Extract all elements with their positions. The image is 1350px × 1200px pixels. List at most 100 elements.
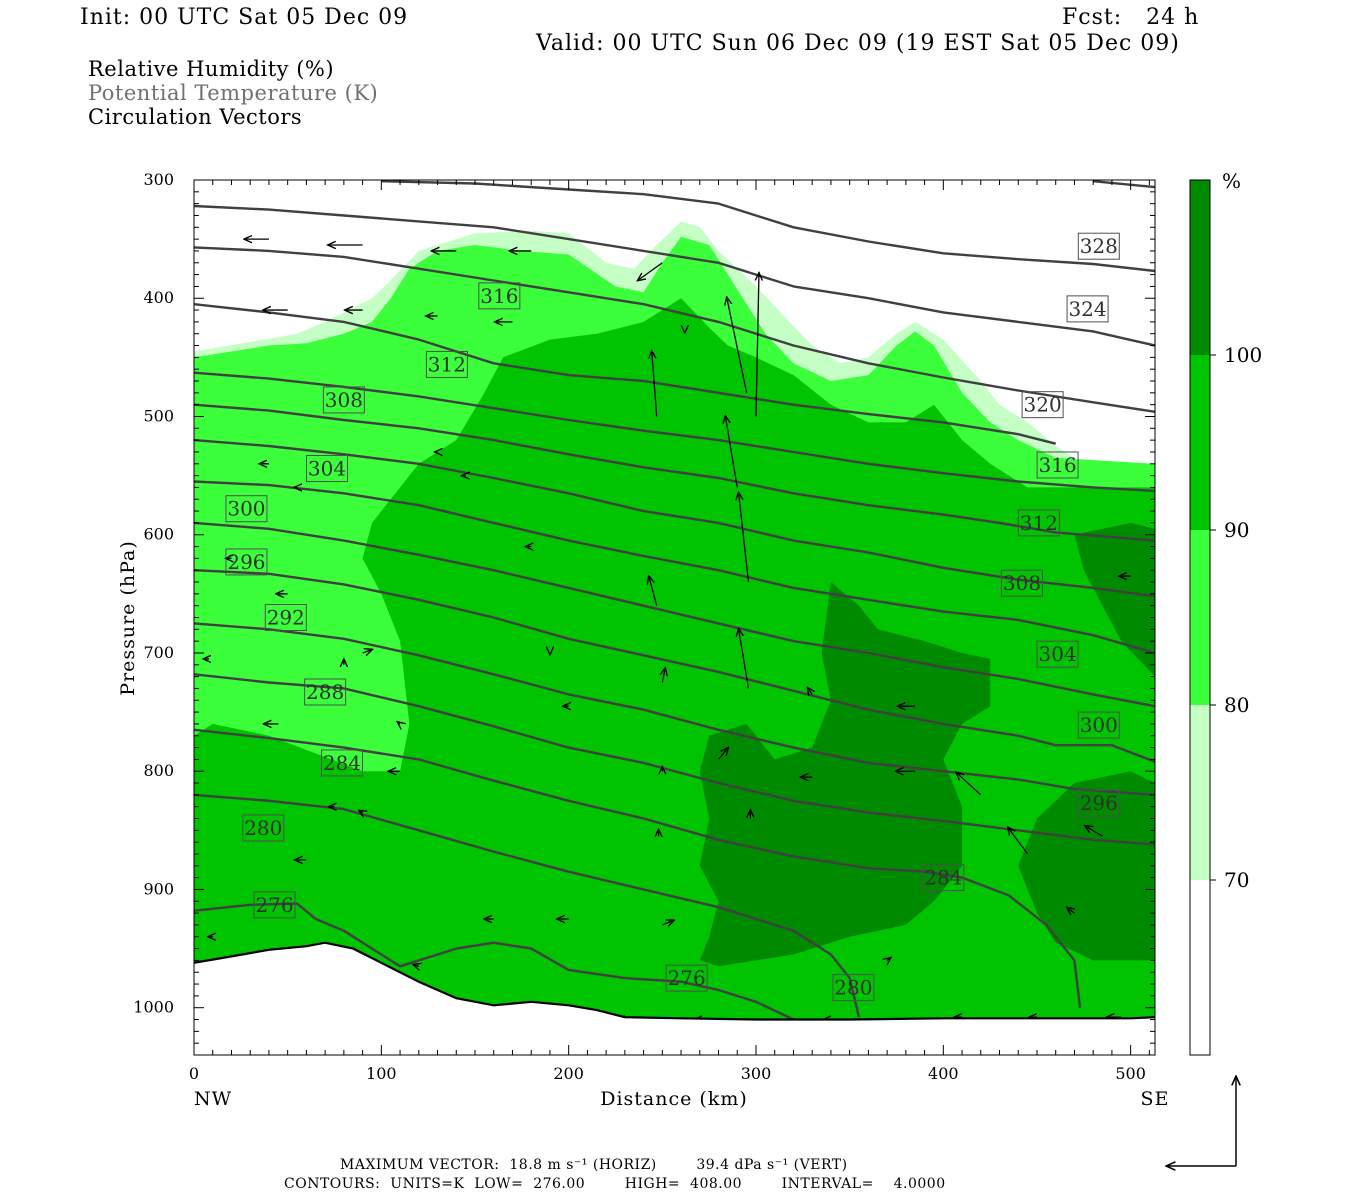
theta-contour-276 bbox=[194, 902, 795, 1021]
colorbar-frame bbox=[1189, 179, 1211, 1056]
colorbar-unit: % bbox=[1222, 169, 1241, 193]
contour-label-text: 284 bbox=[323, 751, 361, 775]
contour-label-288: 288 bbox=[304, 678, 347, 706]
colorbar-segment bbox=[1190, 880, 1210, 1055]
below-ground-mask bbox=[194, 942, 1155, 1055]
circulation-vectors bbox=[203, 239, 1131, 1019]
contour-label-text: 304 bbox=[308, 457, 346, 481]
colorbar-segment bbox=[1190, 355, 1210, 530]
y-tick-label: 600 bbox=[143, 525, 174, 544]
contour-label-box bbox=[320, 749, 363, 777]
contour-label-box bbox=[1077, 232, 1120, 260]
contour-label-320: 320 bbox=[1021, 391, 1064, 419]
contour-label-text: 308 bbox=[325, 388, 363, 412]
theta-contour-332 bbox=[381, 180, 1155, 273]
contour-label-text: 276 bbox=[668, 966, 706, 990]
contour-label-box bbox=[306, 455, 349, 483]
circulation-vector bbox=[727, 297, 748, 393]
circulation-vector bbox=[718, 747, 729, 760]
contour-label-328: 328 bbox=[1077, 232, 1120, 260]
theta-contour-316 bbox=[194, 371, 1155, 493]
contour-label-284: 284 bbox=[320, 749, 363, 777]
circulation-vector bbox=[359, 810, 363, 812]
colorbar: 100 90 80 70% bbox=[1189, 169, 1262, 1056]
contour-label-296: 296 bbox=[225, 548, 268, 576]
legend-potential-temperature: Potential Temperature (K) bbox=[88, 81, 379, 105]
terrain-surface bbox=[194, 941, 1155, 1055]
contour-label-308: 308 bbox=[1000, 569, 1043, 597]
circulation-vector bbox=[738, 628, 750, 689]
contour-label-300: 300 bbox=[225, 495, 268, 523]
forecast-hour: Fcst: 24 h bbox=[1062, 5, 1200, 30]
y-tick-label: 700 bbox=[143, 643, 174, 662]
circulation-vector bbox=[756, 272, 759, 417]
contour-label-text: 304 bbox=[1038, 642, 1076, 666]
contour-label-text: 280 bbox=[244, 816, 282, 840]
contour-label-box bbox=[922, 864, 965, 892]
x-tick-label: 0 bbox=[189, 1064, 199, 1083]
circulation-vector bbox=[738, 492, 750, 583]
contour-label-304: 304 bbox=[306, 455, 349, 483]
legend-relative-humidity: Relative Humidity (%) bbox=[88, 57, 335, 81]
circulation-vector bbox=[1008, 827, 1029, 855]
contour-label-308: 308 bbox=[322, 386, 365, 414]
contour-label-296: 296 bbox=[1077, 789, 1120, 817]
theta-contour-328 bbox=[194, 204, 1155, 347]
contour-label-316: 316 bbox=[1036, 451, 1079, 479]
contour-label-text: 324 bbox=[1068, 297, 1106, 321]
circulation-vector bbox=[887, 957, 891, 960]
contour-label-box bbox=[1066, 295, 1109, 323]
theta-contour-312 bbox=[194, 403, 1155, 542]
contour-label-text: 292 bbox=[267, 606, 305, 630]
contour-label-276: 276 bbox=[665, 964, 708, 992]
contour-info: CONTOURS: UNITS=K LOW= 276.00 HIGH= 408.… bbox=[284, 1176, 946, 1192]
theta-contour-308 bbox=[194, 438, 1155, 598]
contour-label-box bbox=[225, 495, 268, 523]
contour-label-280: 280 bbox=[242, 814, 285, 842]
circulation-vector bbox=[662, 668, 665, 683]
x-tick-label: 100 bbox=[366, 1064, 397, 1083]
contour-label-312: 312 bbox=[1017, 509, 1060, 537]
colorbar-segment bbox=[1190, 530, 1210, 705]
contour-label-text: 280 bbox=[834, 976, 872, 1000]
x-axis-label: Distance (km) bbox=[600, 1088, 748, 1110]
legend-circulation-vectors: Circulation Vectors bbox=[88, 105, 303, 129]
contour-label-box bbox=[1077, 789, 1120, 817]
circulation-vector bbox=[362, 649, 373, 653]
contour-label-280: 280 bbox=[832, 974, 875, 1002]
theta-contour-304 bbox=[194, 480, 1155, 655]
y-tick-label: 1000 bbox=[133, 998, 174, 1017]
theta-contour-324 bbox=[194, 246, 1155, 413]
contour-label-box bbox=[253, 891, 296, 919]
valid-time: Valid: 00 UTC Sun 06 Dec 09 (19 EST Sat … bbox=[536, 31, 1180, 56]
x-right-end-label: SE bbox=[1141, 1088, 1170, 1110]
circulation-vector bbox=[662, 920, 674, 925]
contour-label-300: 300 bbox=[1077, 711, 1120, 739]
contour-label-text: 284 bbox=[924, 866, 962, 890]
contour-label-text: 320 bbox=[1024, 393, 1062, 417]
theta-contour-284 bbox=[194, 728, 1082, 1008]
axes: 300 400 500 600 700 800 900 1000 0 100 200 300 400 50… bbox=[133, 170, 1155, 1083]
contour-label-box bbox=[304, 678, 347, 706]
contour-label-text: 288 bbox=[306, 680, 344, 704]
contour-label-box bbox=[264, 604, 307, 631]
contour-label-box bbox=[425, 350, 468, 378]
colorbar-tick-label: 90 bbox=[1224, 518, 1249, 542]
terrain-line bbox=[194, 941, 1155, 1021]
x-tick-label: 300 bbox=[741, 1064, 772, 1083]
contour-label-276: 276 bbox=[253, 891, 296, 919]
circulation-vector bbox=[652, 350, 658, 417]
contour-label-box bbox=[665, 964, 708, 992]
theta-contour-336 bbox=[1093, 180, 1155, 189]
x-tick-label: 500 bbox=[1115, 1064, 1146, 1083]
colorbar-segment bbox=[1190, 180, 1210, 355]
contour-label-box bbox=[1036, 640, 1079, 668]
circulation-vector bbox=[637, 262, 663, 281]
contour-label-box bbox=[1036, 451, 1079, 479]
circulation-vector bbox=[1085, 825, 1103, 837]
rh-region-100 bbox=[1018, 522, 1155, 961]
colorbar-tick-label: 80 bbox=[1224, 693, 1249, 717]
contour-label-box bbox=[242, 814, 285, 842]
y-axis-label: Pressure (hPa) bbox=[117, 540, 139, 696]
y-tick-label: 800 bbox=[143, 761, 174, 780]
